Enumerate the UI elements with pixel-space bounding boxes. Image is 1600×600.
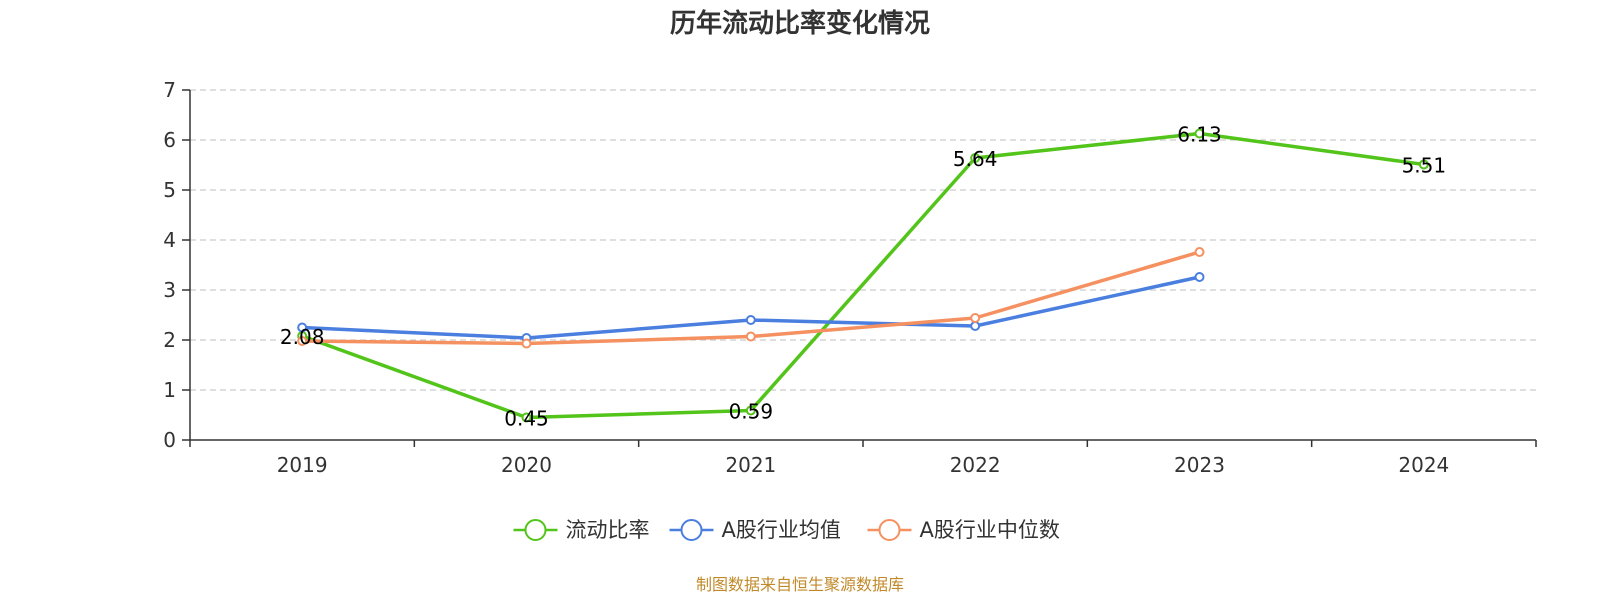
x-tick-label: 2020 bbox=[501, 453, 552, 477]
data-point[interactable] bbox=[1194, 272, 1205, 282]
data-point[interactable] bbox=[970, 321, 981, 331]
data-point[interactable] bbox=[521, 338, 532, 349]
data-label: 0.45 bbox=[504, 407, 549, 431]
data-point[interactable] bbox=[745, 331, 756, 342]
grid-lines bbox=[190, 89, 1536, 391]
legend-circle-icon bbox=[524, 519, 547, 541]
series-line-1 bbox=[302, 275, 1200, 340]
legend-item-1[interactable]: A股行业均值 bbox=[669, 518, 841, 542]
data-point[interactable] bbox=[745, 405, 756, 416]
data-labels: 2.08 0.45 0.59 5.64 6.13 5.51 bbox=[280, 123, 1446, 431]
y-tick-label: 3 bbox=[163, 278, 176, 302]
data-point[interactable] bbox=[745, 315, 756, 325]
legend-label: A股行业均值 bbox=[722, 518, 841, 542]
x-tick-label: 2023 bbox=[1174, 453, 1225, 477]
data-point[interactable] bbox=[970, 313, 981, 323]
x-tick-label: 2022 bbox=[950, 453, 1001, 477]
y-tick-label: 7 bbox=[163, 78, 176, 102]
series-line-2 bbox=[302, 250, 1200, 346]
legend-label: A股行业中位数 bbox=[920, 518, 1060, 542]
y-tick-label: 4 bbox=[163, 228, 176, 252]
x-tick-label: 2021 bbox=[725, 453, 776, 477]
data-point[interactable] bbox=[297, 336, 308, 346]
y-tick-label: 6 bbox=[163, 128, 176, 152]
x-tick-label: 2024 bbox=[1398, 453, 1449, 477]
data-label: 0.59 bbox=[729, 400, 774, 424]
legend-item-0[interactable]: 流动比率 bbox=[513, 518, 650, 542]
chart-title: 历年流动比率变化情况 bbox=[670, 8, 930, 39]
data-point[interactable] bbox=[521, 412, 532, 423]
data-label: 6.13 bbox=[1177, 123, 1222, 147]
y-tick-label: 1 bbox=[163, 378, 176, 402]
data-point[interactable] bbox=[1194, 247, 1205, 257]
data-label: 2.08 bbox=[280, 325, 325, 349]
data-point[interactable] bbox=[1194, 128, 1205, 139]
x-tick-label: 2019 bbox=[277, 453, 328, 477]
y-tick-label: 0 bbox=[163, 428, 176, 452]
source-note: 制图数据来自恒生聚源数据库 bbox=[696, 575, 904, 594]
data-label: 5.51 bbox=[1402, 154, 1447, 178]
y-tick-label: 2 bbox=[163, 328, 176, 352]
legend[interactable]: 流动比率 A股行业均值 A股行业中位数 bbox=[513, 518, 1060, 542]
axes: 0 1 2 3 4 5 6 7 2019 2020 2021 2022 2023 2024 bbox=[163, 78, 1537, 477]
series-lines bbox=[297, 128, 1429, 423]
data-point[interactable] bbox=[970, 153, 981, 163]
data-label: 5.64 bbox=[953, 147, 998, 171]
data-point[interactable] bbox=[297, 322, 308, 333]
legend-circle-icon bbox=[878, 519, 901, 541]
series-line-0 bbox=[301, 131, 1425, 420]
legend-item-2[interactable]: A股行业中位数 bbox=[867, 518, 1060, 542]
y-tick-label: 5 bbox=[163, 178, 176, 202]
data-point[interactable] bbox=[1418, 159, 1429, 170]
legend-label: 流动比率 bbox=[566, 518, 650, 542]
legend-circle-icon bbox=[680, 519, 703, 541]
